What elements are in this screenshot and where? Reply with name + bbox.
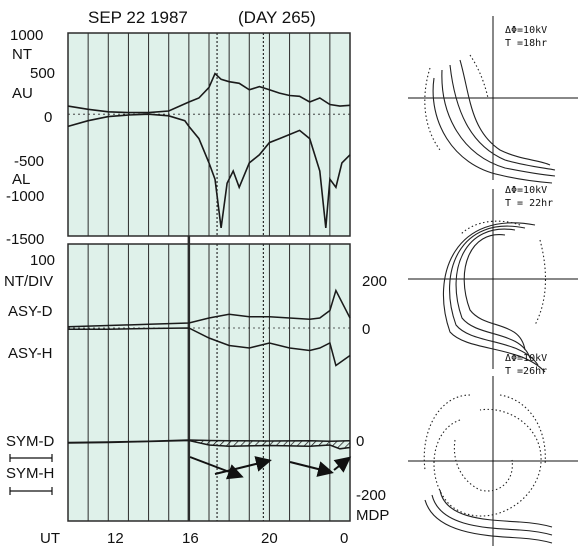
upper-panel-curves <box>67 72 351 229</box>
contour-line <box>441 69 556 177</box>
upper-ytick-1000: 1000 <box>10 27 43 44</box>
right-tick-0-lower: 0 <box>356 433 364 450</box>
x-axis-label: UT <box>40 530 60 547</box>
right-unit-mdp: MDP <box>356 507 389 524</box>
upper-ytick-0: 0 <box>44 109 52 126</box>
series-line-asy-h <box>68 327 351 367</box>
right-tick-0-upper: 0 <box>362 321 370 338</box>
flow-arrow <box>333 456 352 473</box>
panel1-potential: ΔΦ=10kV <box>505 25 547 36</box>
series-line-asy-d <box>67 288 351 328</box>
upper-ytick-minus1000: -1000 <box>6 188 44 205</box>
upper-ytick-minus500: -500 <box>14 153 44 170</box>
lower-panel-curves <box>67 288 351 450</box>
x-tick-0: 0 <box>340 530 348 547</box>
series-line-al <box>67 113 351 229</box>
series-line-sym-h <box>67 439 351 450</box>
lower-panel: 100 NT/DIV ASY-D ASY-H SYM-D SYM-H 200 0… <box>4 243 389 547</box>
contour-line <box>439 489 553 528</box>
x-tick-16: 16 <box>182 530 199 547</box>
contour-line <box>431 494 553 536</box>
x-tick-20: 20 <box>261 530 278 547</box>
contour-line <box>534 239 546 326</box>
label-sym-h: SYM-H <box>6 465 54 482</box>
contour-line <box>459 59 551 166</box>
contour-line <box>432 77 553 184</box>
header-date: SEP 22 1987 <box>88 8 188 27</box>
label-sym-d: SYM-D <box>6 433 55 450</box>
lower-scale-label: 100 <box>30 252 55 269</box>
contour-diagrams <box>408 16 578 546</box>
contour-line <box>424 67 441 151</box>
series-label-al: AL <box>12 171 30 188</box>
label-asy-d: ASY-D <box>8 303 53 320</box>
label-asy-h: ASY-H <box>8 345 52 362</box>
contour-line <box>453 439 513 492</box>
right-tick-minus200: -200 <box>356 487 386 504</box>
flow-arrow <box>289 461 334 477</box>
series-label-au: AU <box>12 85 33 102</box>
contour-line <box>449 64 556 171</box>
contour-line <box>433 408 542 517</box>
contour-line <box>442 222 546 373</box>
panel2-time: T = 22hr <box>505 198 553 209</box>
flow-arrows <box>189 456 352 480</box>
contour-line <box>449 225 539 366</box>
panel2-potential: ΔΦ=10kV <box>505 185 547 196</box>
series-line-au <box>67 72 351 114</box>
flow-arrow <box>189 456 244 480</box>
upper-ytick-minus1500: -1500 <box>6 231 44 248</box>
header-day: (DAY 265) <box>238 8 316 27</box>
contour-line <box>459 220 521 236</box>
contour-line <box>463 234 526 351</box>
contour-line <box>424 499 553 544</box>
x-tick-12: 12 <box>107 530 124 547</box>
lower-units-label: NT/DIV <box>4 273 53 290</box>
panel3-time: T =26hr <box>505 366 547 377</box>
upper-units-label: NT <box>12 46 32 63</box>
flow-arrow <box>214 456 272 475</box>
panel1-time: T =18hr <box>505 38 547 49</box>
panel3-potential: ΔΦ=10kV <box>505 353 547 364</box>
right-tick-200: 200 <box>362 273 387 290</box>
contour-line <box>423 394 471 471</box>
upper-panel-grid <box>68 33 350 250</box>
lower-panel-grid <box>87 244 331 521</box>
contour-line <box>469 54 489 99</box>
upper-ytick-500: 500 <box>30 65 55 82</box>
contour-line <box>455 228 531 359</box>
contour-line <box>499 394 546 466</box>
upper-panel: 1000 NT 500 AU 0 -500 AL -1000 -1500 <box>6 27 351 250</box>
